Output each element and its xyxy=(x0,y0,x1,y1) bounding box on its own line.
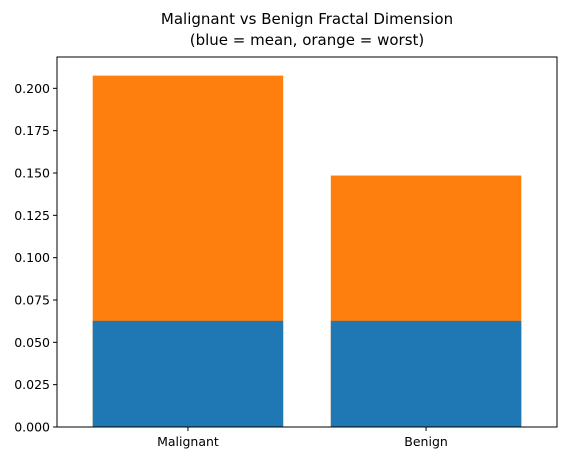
x-axis: Malignant Benign xyxy=(157,427,448,449)
x-tick-label-malignant: Malignant xyxy=(157,434,219,449)
y-tick-label: 0.175 xyxy=(14,123,50,138)
y-tick-label: 0.125 xyxy=(14,208,50,223)
y-tick-label: 0.200 xyxy=(14,81,50,96)
y-axis: 0.000 0.025 0.050 0.075 0.100 0.125 0.150 0.175… xyxy=(14,81,57,435)
chart-title-line-1: Malignant vs Benign Fractal Dimension xyxy=(161,10,453,28)
bar-series-1-benign xyxy=(330,320,522,427)
bars-layer xyxy=(92,75,522,427)
y-tick-label: 0.000 xyxy=(14,420,50,435)
y-tick-label: 0.025 xyxy=(14,377,50,392)
y-tick-label: 0.075 xyxy=(14,292,50,307)
x-tick-label-benign: Benign xyxy=(404,434,448,449)
y-tick-label: 0.050 xyxy=(14,335,50,350)
y-tick-label: 0.150 xyxy=(14,165,50,180)
chart-title-line-2: (blue = mean, orange = worst) xyxy=(190,31,425,49)
y-tick-label: 0.100 xyxy=(14,250,50,265)
plot-frame xyxy=(56,56,558,428)
bar-series-1-malignant xyxy=(92,320,284,427)
